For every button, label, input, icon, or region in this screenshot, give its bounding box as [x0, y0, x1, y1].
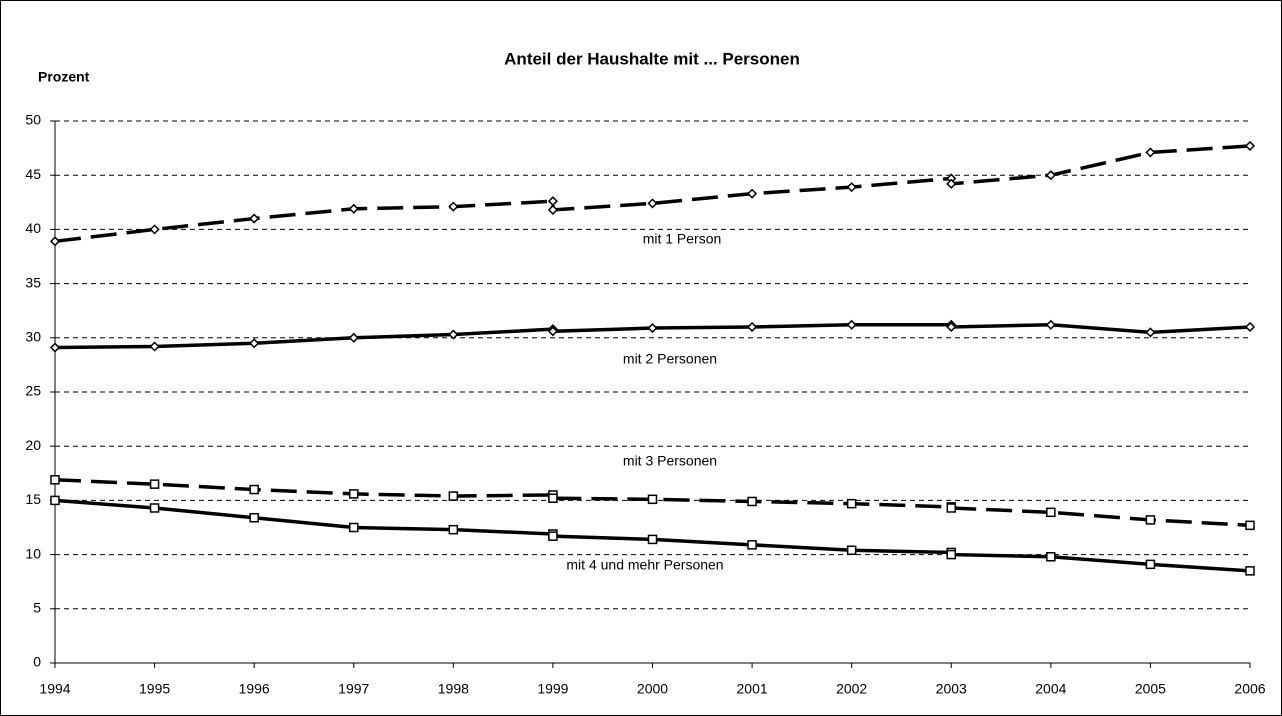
marker — [249, 484, 259, 495]
x-tick-label: 1996 — [239, 681, 270, 697]
marker — [946, 178, 957, 189]
marker — [149, 503, 160, 513]
series-label: mit 2 Personen — [623, 351, 717, 367]
marker — [1245, 520, 1255, 531]
label-background — [365, 557, 925, 575]
y-tick-label: 5 — [33, 600, 41, 616]
marker — [1145, 327, 1156, 338]
marker — [747, 321, 758, 333]
marker — [448, 329, 459, 340]
x-tick-label: 1995 — [139, 681, 170, 697]
marker — [1245, 566, 1255, 576]
marker — [50, 475, 60, 485]
marker — [1045, 319, 1056, 330]
marker — [50, 495, 60, 506]
marker — [548, 493, 558, 503]
marker — [747, 540, 757, 550]
x-tick-label: 1997 — [338, 681, 369, 697]
marker — [349, 489, 359, 499]
label-background — [537, 231, 827, 249]
marker — [946, 321, 957, 333]
x-tick-label: 2000 — [637, 681, 668, 697]
marker — [846, 545, 857, 556]
marker — [349, 522, 359, 533]
marker — [1244, 140, 1256, 151]
marker — [647, 198, 658, 209]
marker — [249, 213, 260, 224]
marker — [1145, 515, 1156, 525]
series-line — [54, 144, 1251, 244]
marker — [149, 224, 160, 235]
y-tick-label: 40 — [25, 220, 41, 236]
x-tick-label: 2005 — [1135, 681, 1166, 697]
marker — [49, 236, 61, 247]
y-tick-label: 20 — [25, 437, 41, 453]
chart-title: Anteil der Haushalte mit ... Personen — [504, 49, 800, 68]
marker — [946, 503, 956, 513]
marker — [448, 524, 459, 535]
marker — [448, 201, 459, 212]
marker — [348, 203, 359, 214]
marker — [747, 188, 758, 199]
marker — [149, 341, 160, 352]
marker — [149, 479, 160, 489]
y-tick-label: 10 — [25, 545, 41, 561]
marker — [647, 494, 658, 505]
y-tick-label: 45 — [25, 166, 41, 182]
y-axis-label: Prozent — [38, 69, 90, 85]
marker — [249, 512, 259, 523]
marker — [348, 332, 359, 343]
y-tick-label: 30 — [25, 329, 41, 345]
x-tick-label: 1994 — [39, 681, 70, 697]
marker — [1244, 321, 1256, 333]
marker — [249, 338, 260, 349]
label-background — [575, 453, 765, 471]
marker — [846, 498, 857, 509]
marker — [547, 204, 558, 215]
x-tick-label: 2001 — [737, 681, 768, 697]
x-tick-label: 1998 — [438, 681, 469, 697]
marker — [448, 491, 459, 501]
y-tick-label: 15 — [25, 491, 41, 507]
y-tick-label: 50 — [25, 112, 41, 128]
series-label: mit 1 Person — [643, 231, 722, 247]
x-tick-label: 2003 — [936, 681, 967, 697]
x-tick-label: 1999 — [537, 681, 568, 697]
marker — [747, 496, 757, 507]
series-label: mit 4 und mehr Personen — [566, 557, 723, 573]
marker — [846, 182, 857, 193]
marker — [547, 326, 558, 337]
y-tick-label: 35 — [25, 274, 41, 290]
x-tick-label: 2006 — [1234, 681, 1265, 697]
marker — [1045, 170, 1056, 181]
marker — [946, 549, 956, 560]
x-tick-label: 2004 — [1035, 681, 1066, 697]
marker — [647, 322, 658, 334]
marker — [647, 534, 658, 545]
marker — [49, 342, 61, 353]
marker — [1046, 507, 1056, 518]
y-tick-label: 25 — [25, 383, 41, 399]
series-label: mit 3 Personen — [623, 453, 717, 469]
marker — [1046, 552, 1056, 562]
marker — [1145, 559, 1156, 570]
marker — [548, 531, 558, 541]
marker — [846, 319, 857, 330]
label-background — [580, 351, 760, 369]
y-tick-label: 0 — [33, 654, 41, 670]
marker — [1145, 147, 1156, 158]
x-tick-label: 2002 — [836, 681, 867, 697]
